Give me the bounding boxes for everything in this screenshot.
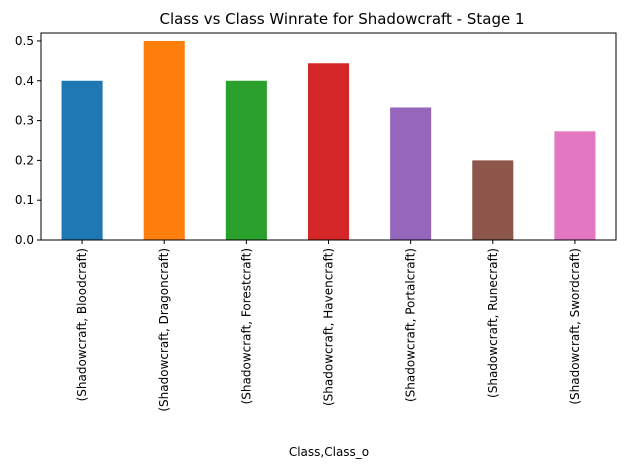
x-tick-label: (Shadowcraft, Havencraft) xyxy=(322,248,336,406)
bars-group xyxy=(61,40,596,241)
bar-1 xyxy=(61,80,103,241)
bar-4 xyxy=(307,63,350,240)
x-tick-label: (Shadowcraft, Portalcraft) xyxy=(404,248,418,402)
x-axis: (Shadowcraft, Bloodcraft) (Shadowcraft, D… xyxy=(75,240,582,412)
y-axis: 0.0 0.1 0.2 0.3 0.4 0.5 xyxy=(15,34,41,247)
y-tick-label: 0.5 xyxy=(15,34,34,48)
y-tick-label: 0.2 xyxy=(15,153,34,167)
bar-2 xyxy=(143,40,185,240)
x-tick-label: (Shadowcraft, Runecraft) xyxy=(486,248,500,398)
bar-6 xyxy=(472,160,514,240)
y-tick-label: 0.3 xyxy=(15,114,34,128)
x-tick-label: (Shadowcraft, Forestcraft) xyxy=(239,248,253,404)
bar-5 xyxy=(390,107,432,240)
plot-frame xyxy=(40,32,617,241)
x-axis-label: Class,Class_o xyxy=(289,445,369,459)
x-tick-label: (Shadowcraft, Swordcraft) xyxy=(568,248,582,405)
y-tick-label: 0.0 xyxy=(15,233,34,247)
bar-3 xyxy=(225,80,267,241)
bar-7 xyxy=(554,131,596,240)
y-tick-label: 0.1 xyxy=(15,193,34,207)
x-tick-label: (Shadowcraft, Dragoncraft) xyxy=(157,248,171,412)
y-tick-label: 0.4 xyxy=(15,74,34,88)
x-tick-label: (Shadowcraft, Bloodcraft) xyxy=(75,248,89,401)
chart-title: Class vs Class Winrate for Shadowcraft -… xyxy=(159,10,524,28)
